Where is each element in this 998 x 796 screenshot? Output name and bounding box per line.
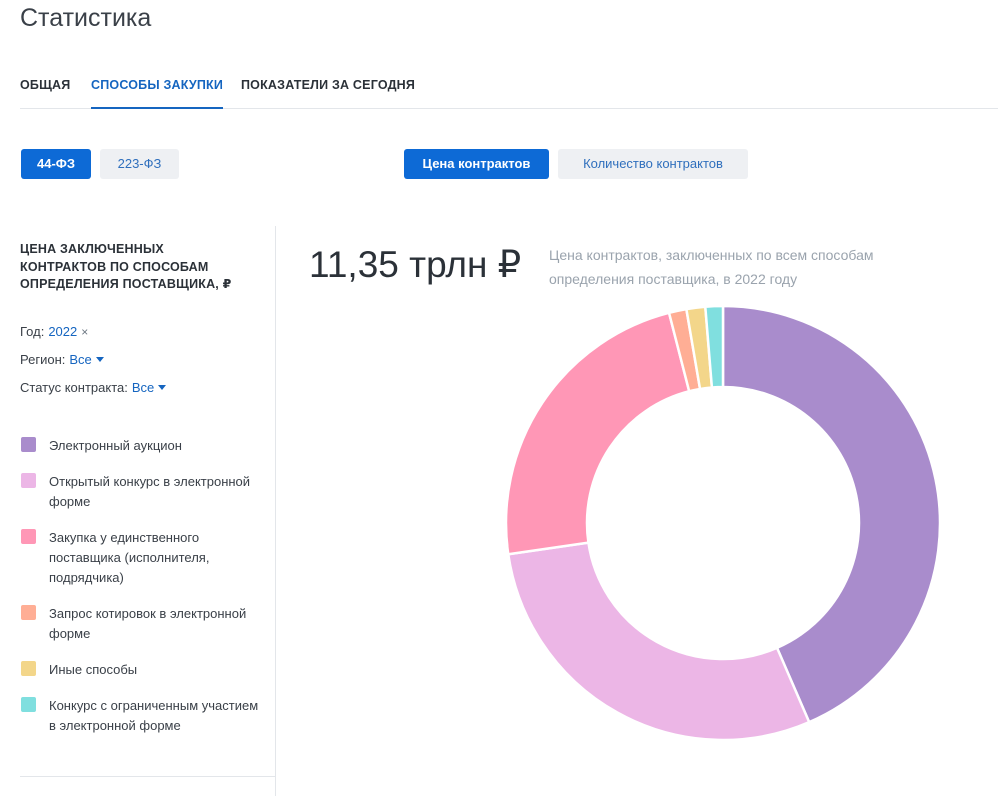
tab-procurement-methods[interactable]: СПОСОБЫ ЗАКУПКИ: [91, 78, 224, 109]
legend-swatch: [21, 437, 36, 452]
legend-label: Иные способы: [49, 662, 138, 677]
legend-swatch: [21, 473, 36, 488]
legend-label: Электронный аукцион: [49, 438, 182, 453]
filter-status: Статус контракта: Все: [20, 380, 167, 395]
law-223-button[interactable]: 223-ФЗ: [100, 149, 179, 179]
filter-status-value[interactable]: Все: [131, 380, 155, 395]
filter-year: Год: 2022 ×: [20, 324, 88, 339]
horizontal-divider: [20, 776, 275, 777]
legend-swatch: [21, 605, 36, 620]
legend-swatch: [21, 697, 36, 712]
chart-legend: Электронный аукцион Открытый конкурс в эл…: [20, 436, 260, 752]
tab-general[interactable]: ОБЩАЯ: [20, 78, 71, 92]
filter-region-label: Регион:: [20, 352, 66, 367]
filter-year-value[interactable]: 2022: [48, 324, 78, 339]
legend-item[interactable]: Закупка у единственного поставщика (испо…: [20, 528, 260, 588]
legend-label: Конкурс с ограниченным участием в электр…: [49, 698, 259, 733]
donut-slice[interactable]: [504, 311, 691, 556]
filter-region-value[interactable]: Все: [69, 352, 92, 367]
donut-slice[interactable]: [721, 304, 942, 724]
law-44-button[interactable]: 44-ФЗ: [21, 149, 91, 179]
filter-year-label: Год:: [20, 324, 45, 339]
filter-status-label: Статус контракта:: [20, 380, 128, 395]
legend-item[interactable]: Запрос котировок в электронной форме: [20, 604, 260, 644]
donut-slice[interactable]: [704, 304, 725, 389]
legend-swatch: [21, 661, 36, 676]
legend-item[interactable]: Электронный аукцион: [20, 436, 260, 456]
donut-chart: [504, 304, 942, 742]
chevron-down-icon[interactable]: [95, 357, 104, 362]
total-value: 11,35 трлн ₽: [309, 244, 522, 285]
total-caption: Цена контрактов, заключенных по всем спо…: [549, 247, 874, 287]
chevron-down-icon[interactable]: [158, 385, 167, 390]
legend-swatch: [21, 529, 36, 544]
tab-today-indicators[interactable]: ПОКАЗАТЕЛИ ЗА СЕГОДНЯ: [241, 78, 416, 92]
clear-year-icon[interactable]: ×: [81, 325, 89, 339]
contract-price-button[interactable]: Цена контрактов: [404, 149, 549, 179]
page-title: Статистика: [20, 4, 152, 32]
donut-slice[interactable]: [507, 541, 811, 742]
vertical-divider: [275, 226, 276, 796]
tabs-bar: ОБЩАЯ СПОСОБЫ ЗАКУПКИ ПОКАЗАТЕЛИ ЗА СЕГО…: [20, 78, 998, 109]
legend-label: Запрос котировок в электронной форме: [49, 606, 247, 641]
legend-item[interactable]: Конкурс с ограниченным участием в электр…: [20, 696, 260, 736]
contract-count-button[interactable]: Количество контрактов: [558, 149, 748, 179]
sidebar-title: ЦЕНА ЗАКЛЮЧЕННЫХ КОНТРАКТОВ ПО СПОСОБАМ …: [20, 242, 232, 291]
filter-region: Регион: Все: [20, 352, 104, 367]
legend-label: Закупка у единственного поставщика (испо…: [49, 530, 210, 585]
legend-label: Открытый конкурс в электронной форме: [49, 474, 251, 509]
legend-item[interactable]: Открытый конкурс в электронной форме: [20, 472, 260, 512]
legend-item[interactable]: Иные способы: [20, 660, 260, 680]
